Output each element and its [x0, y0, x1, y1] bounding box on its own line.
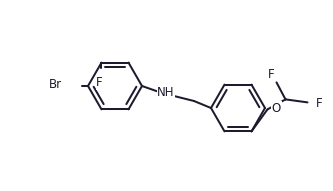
- Text: Br: Br: [49, 79, 62, 91]
- Text: NH: NH: [157, 86, 175, 99]
- Text: O: O: [272, 102, 281, 115]
- Text: F: F: [316, 97, 323, 110]
- Text: F: F: [268, 68, 275, 81]
- Text: F: F: [96, 76, 103, 89]
